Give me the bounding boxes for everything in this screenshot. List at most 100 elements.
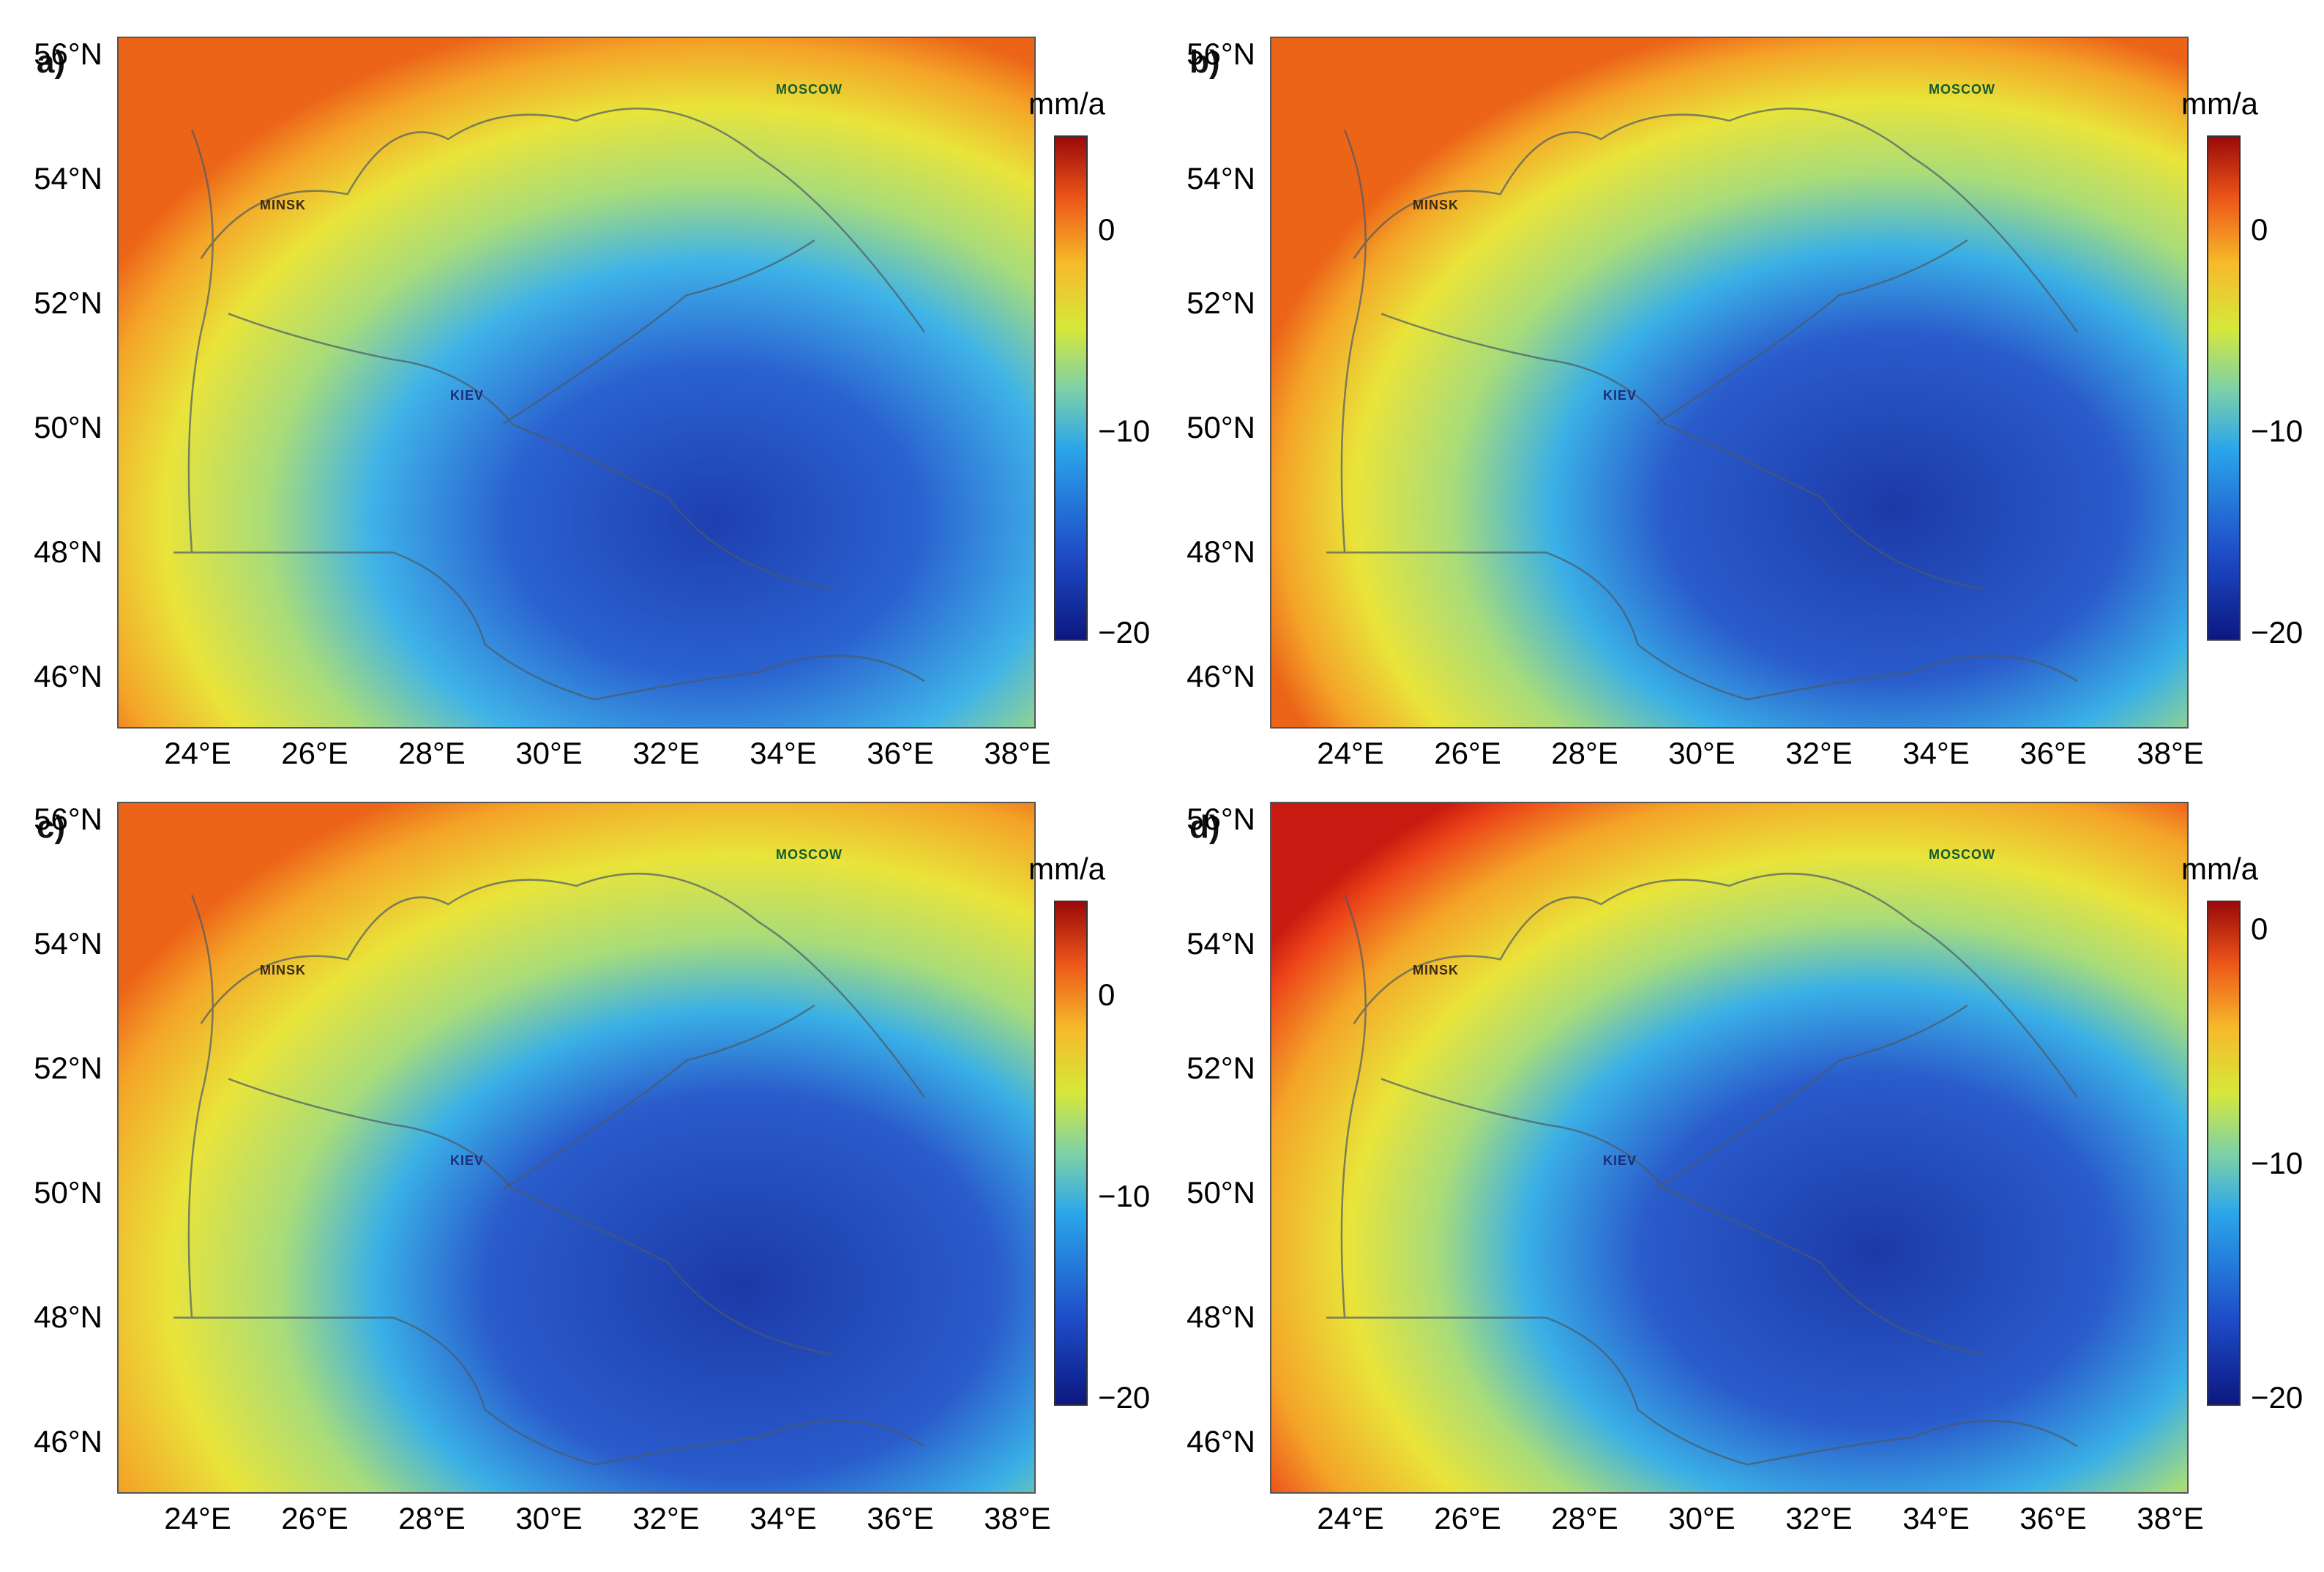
map-b-svg	[1271, 38, 2187, 727]
lat-label: 50°N	[1187, 1175, 1255, 1210]
lon-label: 28°E	[398, 1501, 466, 1535]
colorbar	[2207, 901, 2241, 1406]
lat-label: 56°N	[1187, 802, 1255, 836]
lon-label: 36°E	[2020, 736, 2087, 770]
colorbar-unit: mm/a	[1028, 852, 1105, 886]
lon-label: 28°E	[1551, 1501, 1618, 1535]
city-label-minsk: MINSK	[1413, 198, 1459, 212]
colorbar	[2207, 135, 2241, 641]
colorbar-tick: −10	[2251, 414, 2304, 448]
colorbar-tick: −10	[1098, 1179, 1151, 1213]
map-c	[117, 802, 1036, 1494]
lon-label: 38°E	[2137, 736, 2204, 770]
lon-label: 38°E	[984, 1501, 1051, 1535]
colorbar-tick: 0	[2251, 912, 2268, 946]
lat-label: 54°N	[34, 926, 102, 961]
field-b	[1271, 38, 2187, 727]
lat-label: 50°N	[34, 410, 102, 444]
panel-label: d)	[1189, 809, 1220, 845]
lon-label: 28°E	[1551, 736, 1618, 770]
lat-label: 54°N	[1187, 926, 1255, 961]
lat-label: 56°N	[34, 37, 102, 71]
lon-label: 32°E	[1785, 736, 1853, 770]
lon-label: 34°E	[750, 1501, 817, 1535]
city-label-moscow: MOSCOW	[776, 847, 842, 862]
lat-label: 56°N	[1187, 37, 1255, 71]
lat-label: 46°N	[34, 1424, 102, 1459]
lon-label: 24°E	[164, 1501, 231, 1535]
map-c-svg	[119, 803, 1034, 1492]
lon-label: 30°E	[1668, 736, 1735, 770]
borders-c	[173, 872, 925, 1466]
lat-label: 46°N	[1187, 1424, 1255, 1459]
city-label-kyiv: KIEV	[450, 388, 485, 403]
lon-label: 34°E	[750, 736, 817, 770]
lon-label: 38°E	[984, 736, 1051, 770]
colorbar-tick: −20	[1098, 615, 1151, 649]
city-label-moscow: MOSCOW	[1929, 847, 1995, 862]
colorbar-tick: 0	[1098, 977, 1116, 1012]
lon-label: 24°E	[1317, 1501, 1384, 1535]
lon-label: 32°E	[632, 1501, 700, 1535]
city-label-minsk: MINSK	[1413, 963, 1459, 977]
lat-label: 52°N	[34, 286, 102, 320]
lat-label: 48°N	[1187, 1300, 1255, 1334]
lat-label: 48°N	[34, 1300, 102, 1334]
colorbar-tick: −10	[2251, 1146, 2304, 1180]
lat-label: 54°N	[34, 161, 102, 195]
map-d	[1270, 802, 2189, 1494]
colorbar-tick: 0	[1098, 212, 1116, 247]
colorbar	[1054, 901, 1088, 1406]
city-label-moscow: MOSCOW	[1929, 82, 1995, 97]
lat-label: 52°N	[34, 1051, 102, 1085]
colorbar-unit: mm/a	[2181, 852, 2258, 886]
map-d-svg	[1271, 803, 2187, 1492]
panel-label: a)	[37, 44, 66, 80]
borders-d	[1326, 872, 2078, 1466]
lon-label: 26°E	[281, 1501, 348, 1535]
city-label-kyiv: KIEV	[1603, 388, 1637, 403]
lon-label: 24°E	[164, 736, 231, 770]
lat-label: 56°N	[34, 802, 102, 836]
lon-label: 30°E	[1668, 1501, 1735, 1535]
lat-label: 54°N	[1187, 161, 1255, 195]
lat-label: 52°N	[1187, 286, 1255, 320]
colorbar-tick: −10	[1098, 414, 1151, 448]
field-a	[119, 38, 1034, 727]
colorbar-unit: mm/a	[1028, 86, 1105, 121]
map-a	[117, 37, 1036, 729]
lon-label: 24°E	[1317, 736, 1384, 770]
colorbar-unit: mm/a	[2181, 86, 2258, 121]
lon-label: 26°E	[1434, 736, 1501, 770]
city-label-moscow: MOSCOW	[776, 82, 842, 97]
lat-label: 46°N	[34, 659, 102, 693]
map-a-svg	[119, 38, 1034, 727]
city-label-kyiv: KIEV	[1603, 1153, 1637, 1168]
lat-label: 46°N	[1187, 659, 1255, 693]
panel-d: d) MOSCOW MINSK KIEV 56°N 54°N 52°N 50°N…	[1167, 780, 2309, 1556]
city-label-minsk: MINSK	[260, 198, 306, 212]
panel-c: c) MOSCOW MINSK KIEV 56°N 54°N 52°N 50°N…	[15, 780, 1157, 1556]
lat-label: 48°N	[34, 534, 102, 569]
lon-label: 26°E	[1434, 1501, 1501, 1535]
lon-label: 36°E	[867, 1501, 934, 1535]
colorbar	[1054, 135, 1088, 641]
panel-b: b) MOSCOW MINSK KIEV 56°N 54°N 52°N 50°N…	[1167, 15, 2309, 791]
lat-label: 52°N	[1187, 1051, 1255, 1085]
colorbar-tick: −20	[2251, 615, 2304, 649]
colorbar-tick: −20	[1098, 1380, 1151, 1415]
borders-b	[1326, 107, 2078, 701]
lon-label: 30°E	[515, 1501, 583, 1535]
panel-label: c)	[37, 809, 66, 845]
lon-label: 32°E	[632, 736, 700, 770]
lon-label: 30°E	[515, 736, 583, 770]
colorbar-tick: 0	[2251, 212, 2268, 247]
field-d	[1271, 803, 2187, 1492]
field-c	[119, 803, 1034, 1492]
lat-label: 50°N	[1187, 410, 1255, 444]
lon-label: 32°E	[1785, 1501, 1853, 1535]
map-b	[1270, 37, 2189, 729]
city-label-kyiv: KIEV	[450, 1153, 485, 1168]
lon-label: 36°E	[2020, 1501, 2087, 1535]
lon-label: 38°E	[2137, 1501, 2204, 1535]
